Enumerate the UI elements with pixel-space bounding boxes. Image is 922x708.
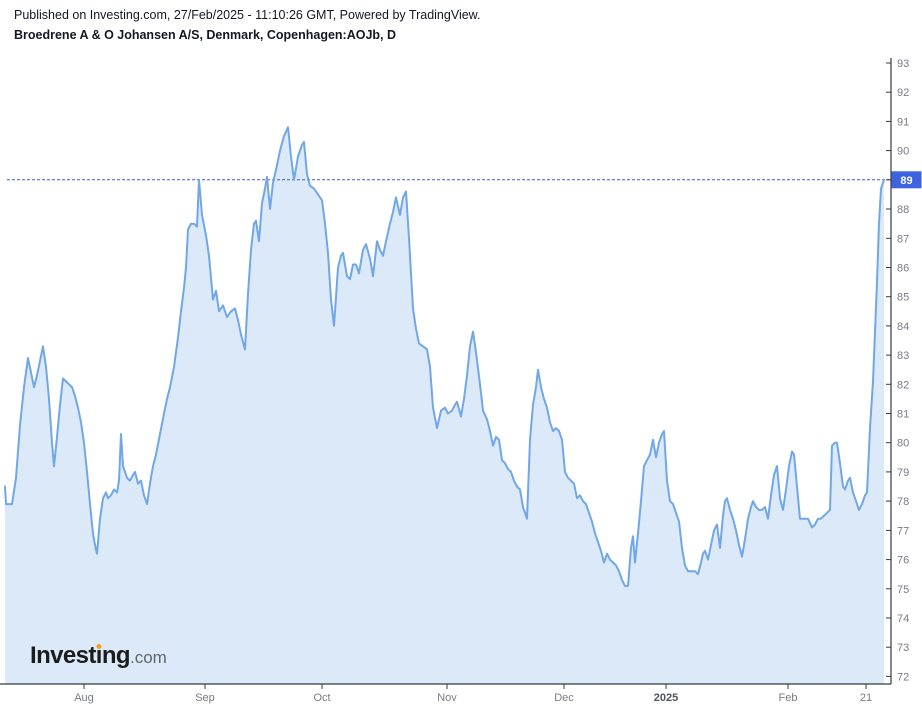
price-scale-label: 76 [897, 555, 909, 567]
price-scale-label: 77 [897, 525, 909, 537]
price-scale-label: 85 [897, 292, 909, 304]
price-scale-label: 79 [897, 467, 909, 479]
price-scale-label: 90 [897, 146, 909, 158]
time-scale-label: 2025 [654, 692, 678, 704]
logo-orange-dot-icon [96, 644, 102, 649]
price-scale-label: 87 [897, 233, 909, 245]
price-scale-label: 93 [897, 58, 909, 70]
price-scale-label: 83 [897, 350, 909, 362]
investing-logo: Investi ng.com [30, 642, 167, 670]
time-scale-label: Oct [313, 692, 330, 704]
last-price-badge: 89 [891, 171, 922, 189]
logo-text-com: .com [129, 648, 167, 667]
logo-text-invest: Invest [30, 642, 96, 669]
time-scale-label: Dec [554, 692, 574, 704]
logo-text-i: i [95, 642, 103, 669]
price-scale-label: 72 [897, 671, 909, 683]
price-scale-label: 80 [897, 438, 909, 450]
price-scale-label: 88 [897, 204, 909, 216]
time-scale-label: 21 [860, 692, 872, 704]
plot-area[interactable] [4, 126, 891, 685]
price-scale-label: 73 [897, 642, 909, 654]
price-scale[interactable]: 72 73 74 75 76 77 78 79 80 81 82 83 84 85 86 87 88 89 90 91… [886, 58, 909, 683]
price-scale-label: 82 [897, 379, 909, 391]
time-scale[interactable]: Aug Sep Oct Nov Dec 2025 Feb 21 [74, 684, 872, 704]
last-price-badge-label: 89 [900, 175, 912, 187]
price-scale-label: 84 [897, 321, 909, 333]
published-line: Published on Investing.com, 27/Feb/2025 … [14, 8, 481, 22]
price-scale-label: 75 [897, 584, 909, 596]
price-scale-label: 92 [897, 87, 909, 99]
time-scale-label: Sep [195, 692, 215, 704]
time-scale-label: Nov [437, 692, 457, 704]
last-price-badge-rect [891, 171, 922, 189]
time-scale-label: Aug [74, 692, 94, 704]
logo-text-ng: ng [101, 642, 131, 669]
price-scale-label: 91 [897, 116, 909, 128]
time-scale-label: Feb [779, 692, 798, 704]
price-line [4, 126, 885, 587]
price-scale-label: 81 [897, 409, 909, 421]
area-fill [5, 127, 884, 685]
price-scale-label: 86 [897, 263, 909, 275]
price-scale-label: 74 [897, 613, 909, 625]
instrument-title: Broedrene A & O Johansen A/S, Denmark, C… [14, 28, 397, 42]
investing-logo-wordmark: Investi ng [30, 642, 131, 669]
price-scale-label: 78 [897, 496, 909, 508]
